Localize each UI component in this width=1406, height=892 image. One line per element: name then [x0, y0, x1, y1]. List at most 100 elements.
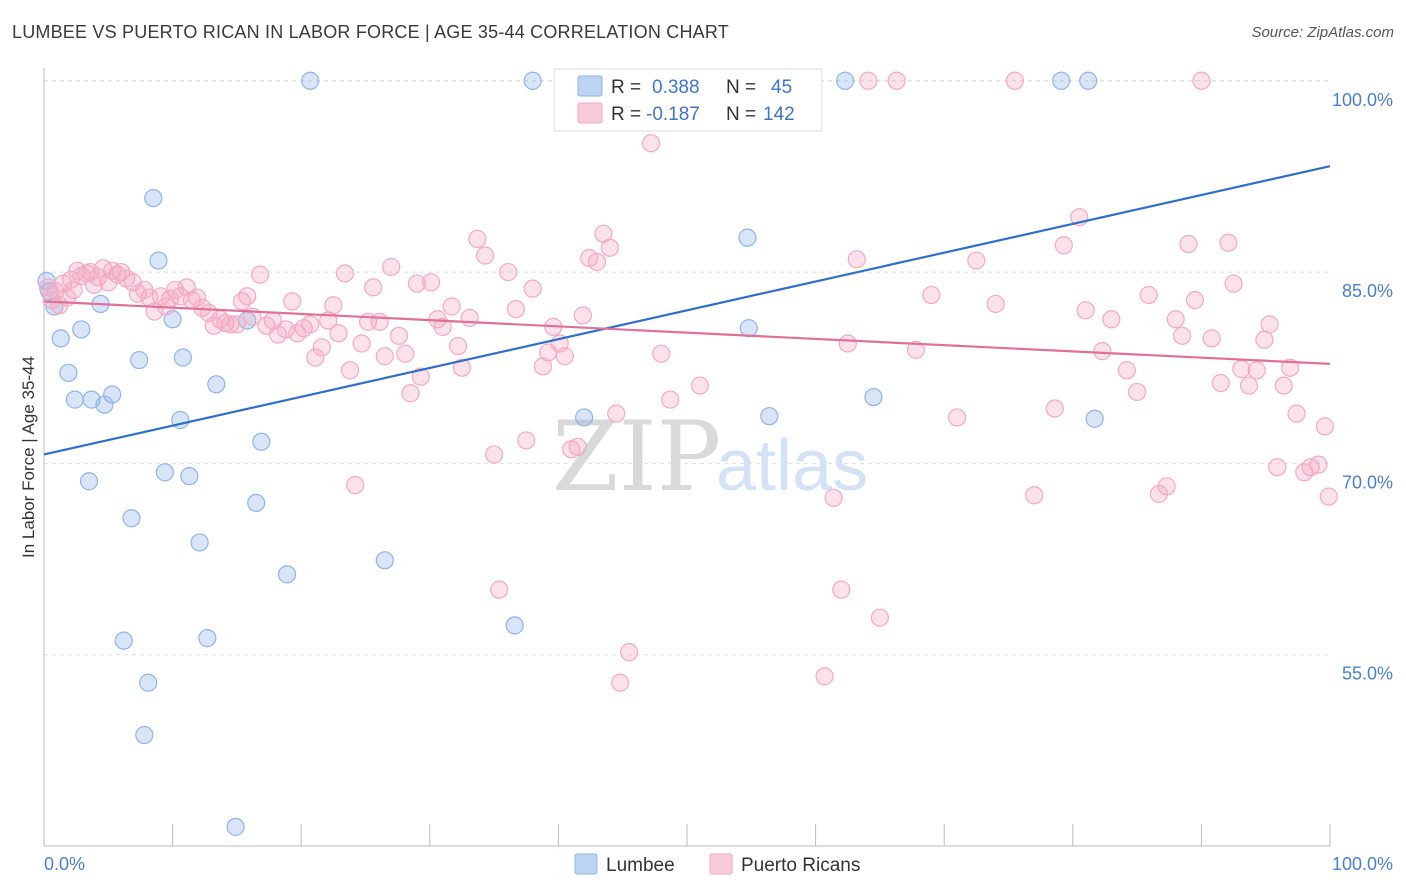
legend-n-label-lumbee: N = [726, 77, 756, 98]
point-puerto-ricans-133 [1127, 382, 1147, 402]
top-legend: R = 0.388 N = 45 R = -0.187 N = 142 [553, 68, 823, 132]
point-puerto-ricans-90 [555, 347, 574, 366]
point-lumbee-13 [122, 509, 141, 528]
point-puerto-ricans-132 [1117, 361, 1136, 380]
point-lumbee-32 [301, 71, 320, 90]
legend-swatch-puerto-ricans [577, 102, 603, 124]
point-puerto-ricans-59 [346, 475, 365, 495]
bottom-legend-swatch-puerto-ricans [709, 853, 733, 875]
point-puerto-ricans-123 [986, 294, 1005, 314]
legend-r-value-puerto-ricans: -0.187 [646, 104, 700, 125]
point-lumbee-36 [575, 408, 594, 427]
point-puerto-ricans-43 [250, 265, 270, 284]
point-puerto-ricans-64 [375, 347, 394, 366]
point-puerto-ricans-148 [1247, 361, 1266, 380]
watermark: ZIP atlas [552, 401, 868, 513]
point-puerto-ricans-92 [568, 437, 587, 456]
point-lumbee-29 [247, 493, 266, 513]
point-puerto-ricans-58 [340, 361, 360, 380]
y-axis-title: In Labor Force | Age 35-44 [19, 356, 38, 558]
legend-r-value-lumbee: 0.388 [652, 77, 700, 98]
point-lumbee-37 [738, 228, 757, 247]
point-puerto-ricans-56 [329, 324, 348, 343]
point-puerto-ricans-120 [922, 285, 941, 305]
point-lumbee-11 [103, 385, 122, 404]
point-puerto-ricans-158 [1315, 417, 1334, 436]
point-puerto-ricans-138 [1173, 326, 1192, 345]
point-lumbee-5 [65, 390, 84, 409]
point-puerto-ricans-115 [847, 250, 866, 269]
point-lumbee-17 [144, 188, 163, 208]
point-puerto-ricans-97 [600, 238, 619, 257]
trend-line-lumbee [43, 165, 1331, 456]
point-lumbee-7 [79, 472, 99, 491]
point-puerto-ricans-151 [1268, 458, 1287, 477]
point-puerto-ricans-75 [448, 336, 468, 356]
point-lumbee-24 [190, 533, 209, 552]
point-puerto-ricans-70 [411, 367, 430, 386]
point-lumbee-3 [51, 329, 70, 348]
point-puerto-ricans-55 [324, 296, 343, 315]
point-lumbee-12 [114, 631, 133, 650]
bottom-legend-label-lumbee: Lumbee [606, 855, 675, 876]
point-lumbee-40 [836, 71, 855, 90]
point-puerto-ricans-80 [485, 445, 504, 464]
point-puerto-ricans-63 [370, 312, 389, 331]
point-puerto-ricans-127 [1054, 236, 1073, 255]
point-lumbee-33 [375, 551, 394, 570]
point-puerto-ricans-82 [499, 262, 518, 282]
point-puerto-ricans-108 [690, 376, 709, 395]
point-puerto-ricans-86 [533, 357, 553, 376]
point-puerto-ricans-159 [1319, 487, 1338, 506]
point-puerto-ricans-104 [652, 344, 671, 363]
point-lumbee-27 [226, 817, 245, 836]
point-puerto-ricans-74 [442, 297, 461, 316]
point-puerto-ricans-76 [452, 358, 472, 377]
point-puerto-ricans-2 [46, 282, 65, 301]
point-puerto-ricans-67 [396, 344, 415, 363]
watermark-atlas: atlas [716, 426, 868, 506]
point-puerto-ricans-142 [1202, 329, 1221, 348]
point-puerto-ricans-51 [301, 315, 320, 334]
point-puerto-ricans-111 [815, 667, 834, 686]
point-puerto-ricans-84 [517, 431, 536, 450]
point-puerto-ricans-144 [1219, 233, 1238, 252]
y-tick-label-1: 70.0% [1342, 472, 1393, 492]
point-lumbee-10 [95, 395, 114, 414]
point-puerto-ricans-124 [1005, 71, 1025, 90]
point-puerto-ricans-95 [587, 252, 607, 271]
point-puerto-ricans-85 [523, 279, 542, 298]
x-tick-marks [172, 824, 1331, 846]
point-puerto-ricans-7 [64, 280, 83, 300]
point-puerto-ricans-93 [573, 306, 592, 325]
point-puerto-ricans-141 [1192, 71, 1211, 90]
point-puerto-ricans-98 [607, 404, 626, 423]
point-puerto-ricans-77 [460, 308, 479, 328]
point-puerto-ricans-66 [389, 326, 409, 345]
point-puerto-ricans-38 [221, 315, 240, 334]
point-puerto-ricans-129 [1076, 301, 1095, 320]
point-lumbee-35 [523, 71, 542, 90]
point-puerto-ricans-136 [1157, 477, 1176, 496]
point-lumbee-18 [149, 251, 168, 270]
point-puerto-ricans-79 [475, 246, 495, 265]
point-puerto-ricans-143 [1211, 373, 1230, 393]
point-puerto-ricans-122 [967, 251, 986, 270]
point-puerto-ricans-130 [1093, 342, 1112, 361]
point-lumbee-6 [72, 320, 91, 339]
point-lumbee-42 [1052, 71, 1071, 90]
point-puerto-ricans-103 [641, 134, 661, 153]
point-lumbee-25 [198, 629, 217, 648]
point-lumbee-44 [1085, 409, 1104, 428]
series-lumbee-points [37, 71, 1104, 836]
point-puerto-ricans-81 [490, 580, 509, 599]
bottom-legend-label-puerto-ricans: Puerto Ricans [741, 855, 860, 876]
bottom-legend: Lumbee Puerto Ricans [574, 853, 860, 876]
point-lumbee-31 [277, 565, 297, 584]
x-tick-label-min: 0.0% [44, 854, 85, 874]
point-puerto-ricans-117 [870, 608, 890, 627]
point-lumbee-22 [173, 348, 192, 367]
point-puerto-ricans-118 [887, 71, 906, 90]
point-puerto-ricans-121 [947, 408, 967, 427]
